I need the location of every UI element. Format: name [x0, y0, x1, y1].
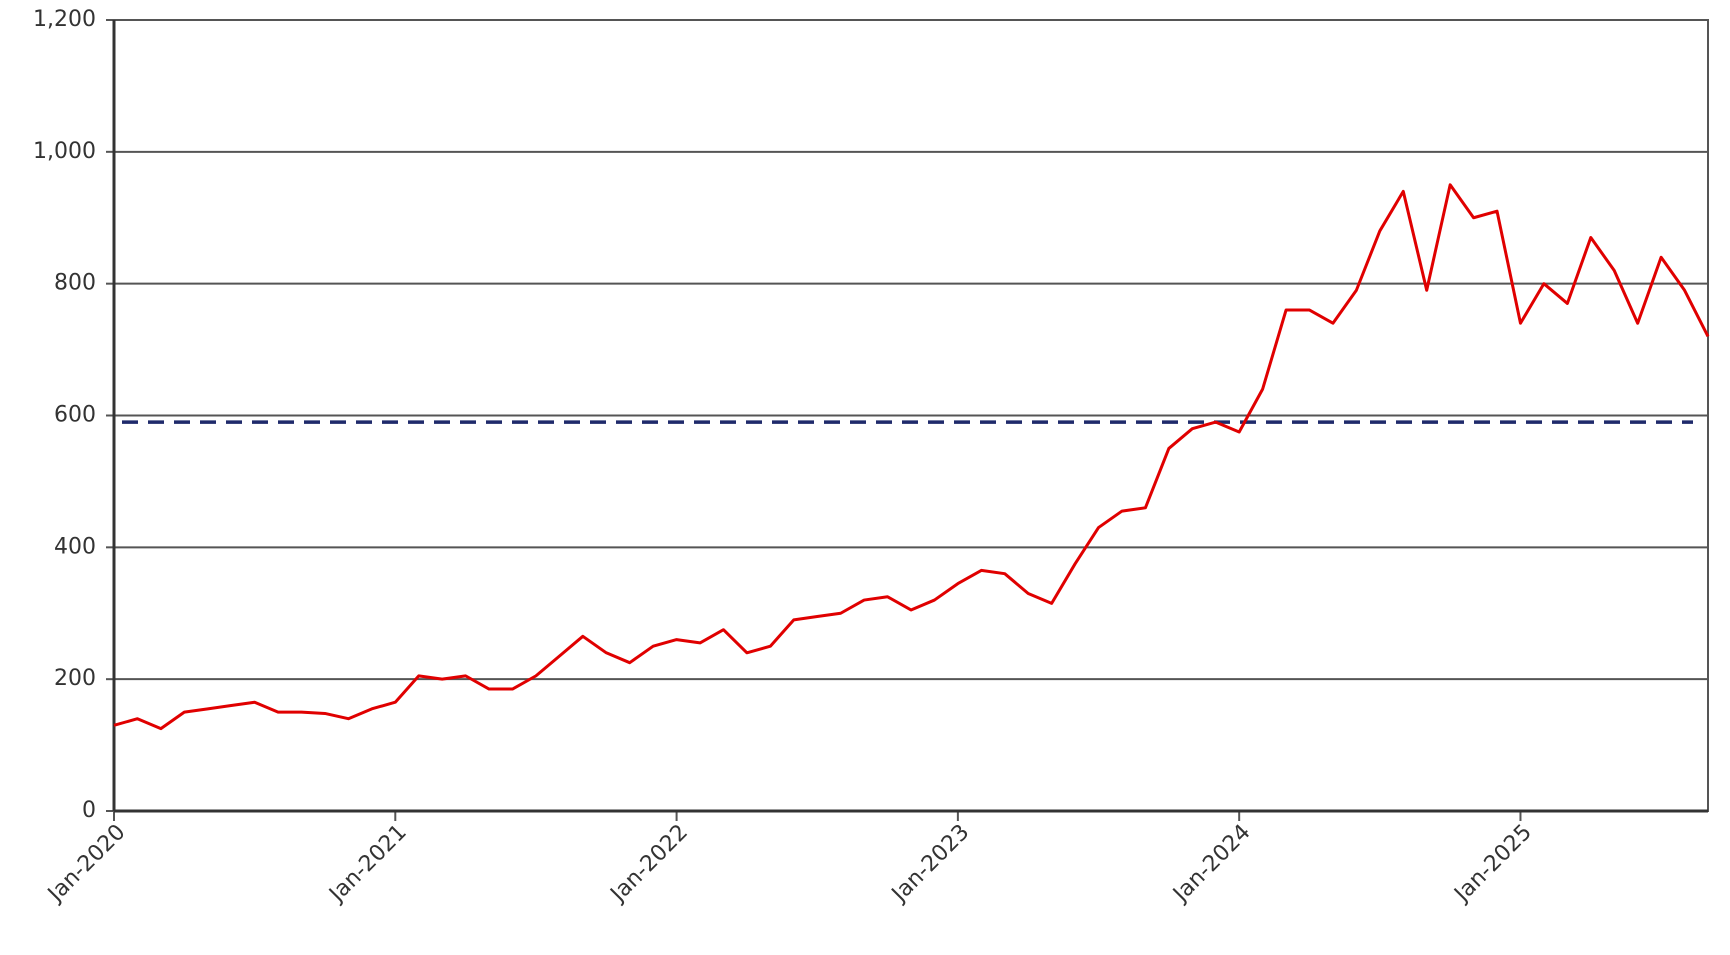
x-tick-label: Jan-2024 — [1167, 820, 1255, 908]
y-tick-label: 1,200 — [33, 7, 96, 32]
x-tick-label: Jan-2020 — [42, 820, 130, 908]
y-tick-label: 600 — [54, 403, 96, 428]
y-tick-label: 200 — [54, 666, 96, 691]
line-series — [113, 183, 1710, 731]
y-tick-label: 0 — [82, 798, 96, 823]
x-tick-label: Jan-2025 — [1449, 820, 1537, 908]
y-tick-label: 800 — [54, 271, 96, 296]
y-tick-label: 1,000 — [33, 139, 96, 164]
x-tick-label: Jan-2022 — [605, 820, 693, 908]
x-tick-label: Jan-2021 — [324, 820, 412, 908]
x-tick-label: Jan-2023 — [886, 820, 974, 908]
y-tick-label: 400 — [54, 534, 96, 559]
